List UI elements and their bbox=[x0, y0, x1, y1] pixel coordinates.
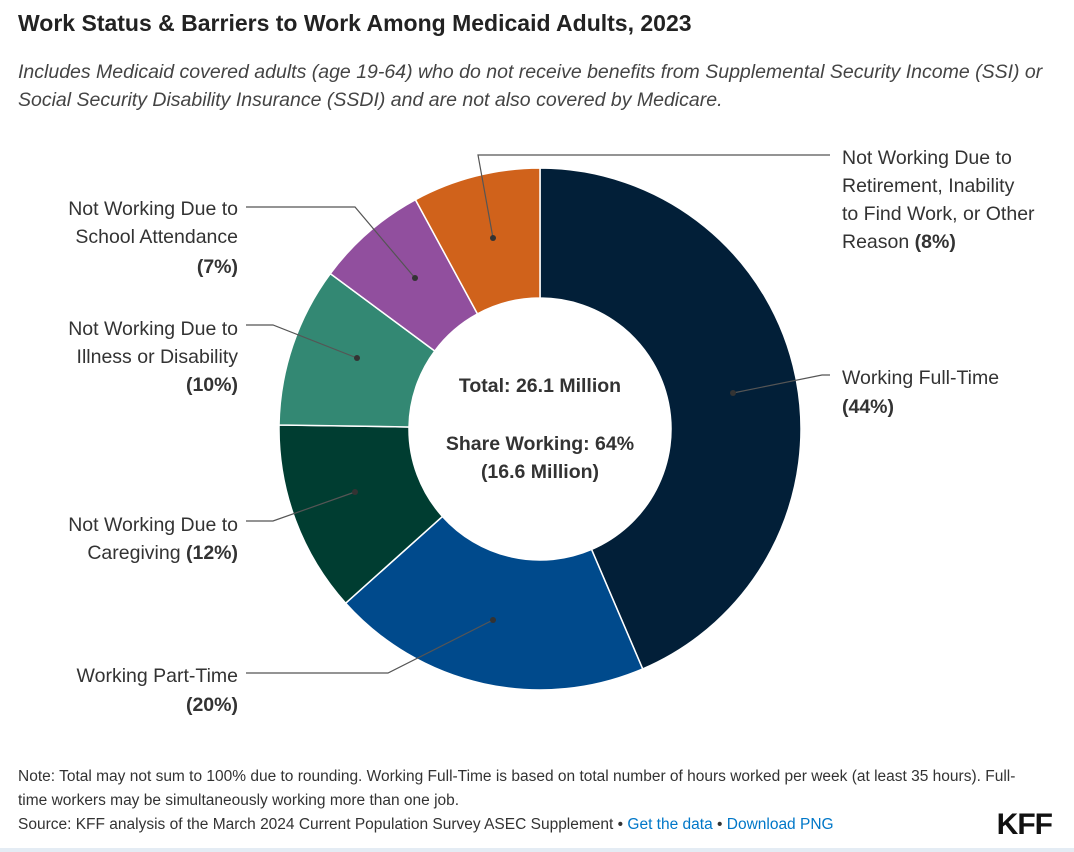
leader-dot bbox=[352, 489, 358, 495]
leader-dot bbox=[412, 275, 418, 281]
leader-dot bbox=[354, 355, 360, 361]
separator: • bbox=[712, 816, 727, 833]
slice-label: Working Full-Time bbox=[842, 367, 999, 389]
slice-label: Not Working Due to bbox=[68, 318, 238, 340]
slice-label: Working Part-Time bbox=[77, 665, 238, 687]
chart-note: Note: Total may not sum to 100% due to r… bbox=[18, 768, 1016, 809]
leader-line bbox=[246, 324, 358, 359]
slice-label: Not Working Due to bbox=[842, 147, 1012, 169]
donut-chart: Working Full-Time (44%) Working Part-Time (… bbox=[68, 147, 1035, 716]
slice-percent: (20%) bbox=[186, 694, 238, 716]
download-png-link[interactable]: Download PNG bbox=[726, 816, 834, 833]
slice-percent: (7%) bbox=[197, 256, 238, 278]
slice-1 bbox=[344, 515, 644, 691]
slice-percent: (12%) bbox=[181, 542, 238, 564]
leader-dot bbox=[490, 617, 496, 623]
slice-label: Reason (8%) bbox=[842, 231, 956, 253]
slice-0 bbox=[539, 167, 802, 670]
leader-line bbox=[732, 374, 830, 394]
chart-source: Source: KFF analysis of the March 2024 C… bbox=[18, 816, 834, 834]
bottom-divider bbox=[0, 848, 1074, 852]
leader-dot bbox=[490, 235, 496, 241]
slice-label: Illness or Disability bbox=[77, 346, 239, 368]
leader-line bbox=[477, 154, 830, 239]
chart-title: Work Status & Barriers to Work Among Med… bbox=[18, 10, 692, 36]
leader-line bbox=[246, 619, 494, 674]
slice-label: Not Working Due to bbox=[68, 514, 238, 536]
get-data-link[interactable]: Get the data bbox=[627, 816, 713, 833]
center-share-count: (16.6 Million) bbox=[481, 461, 599, 483]
slice-percent: (8%) bbox=[909, 231, 956, 253]
slice-percent: (10%) bbox=[186, 374, 238, 396]
slice-label: Not Working Due to bbox=[68, 198, 238, 220]
slice-label: Retirement, Inability bbox=[842, 175, 1015, 197]
slice-label: to Find Work, or Other bbox=[842, 203, 1035, 225]
slice-5 bbox=[414, 167, 541, 315]
kff-logo: KFF bbox=[996, 808, 1053, 841]
center-total: Total: 26.1 Million bbox=[459, 375, 621, 397]
center-share: Share Working: 64% bbox=[446, 433, 634, 455]
slice-label: School Attendance bbox=[75, 226, 238, 248]
source-text: Source: KFF analysis of the March 2024 C… bbox=[18, 816, 614, 833]
chart-subtitle: Includes Medicaid covered adults (age 19… bbox=[18, 61, 1043, 111]
slice-percent: (44%) bbox=[842, 396, 894, 418]
leader-dot bbox=[730, 390, 736, 396]
leader-line bbox=[246, 206, 416, 279]
separator: • bbox=[613, 816, 628, 833]
leader-line bbox=[246, 491, 356, 522]
slice-label: Caregiving (12%) bbox=[87, 542, 238, 564]
